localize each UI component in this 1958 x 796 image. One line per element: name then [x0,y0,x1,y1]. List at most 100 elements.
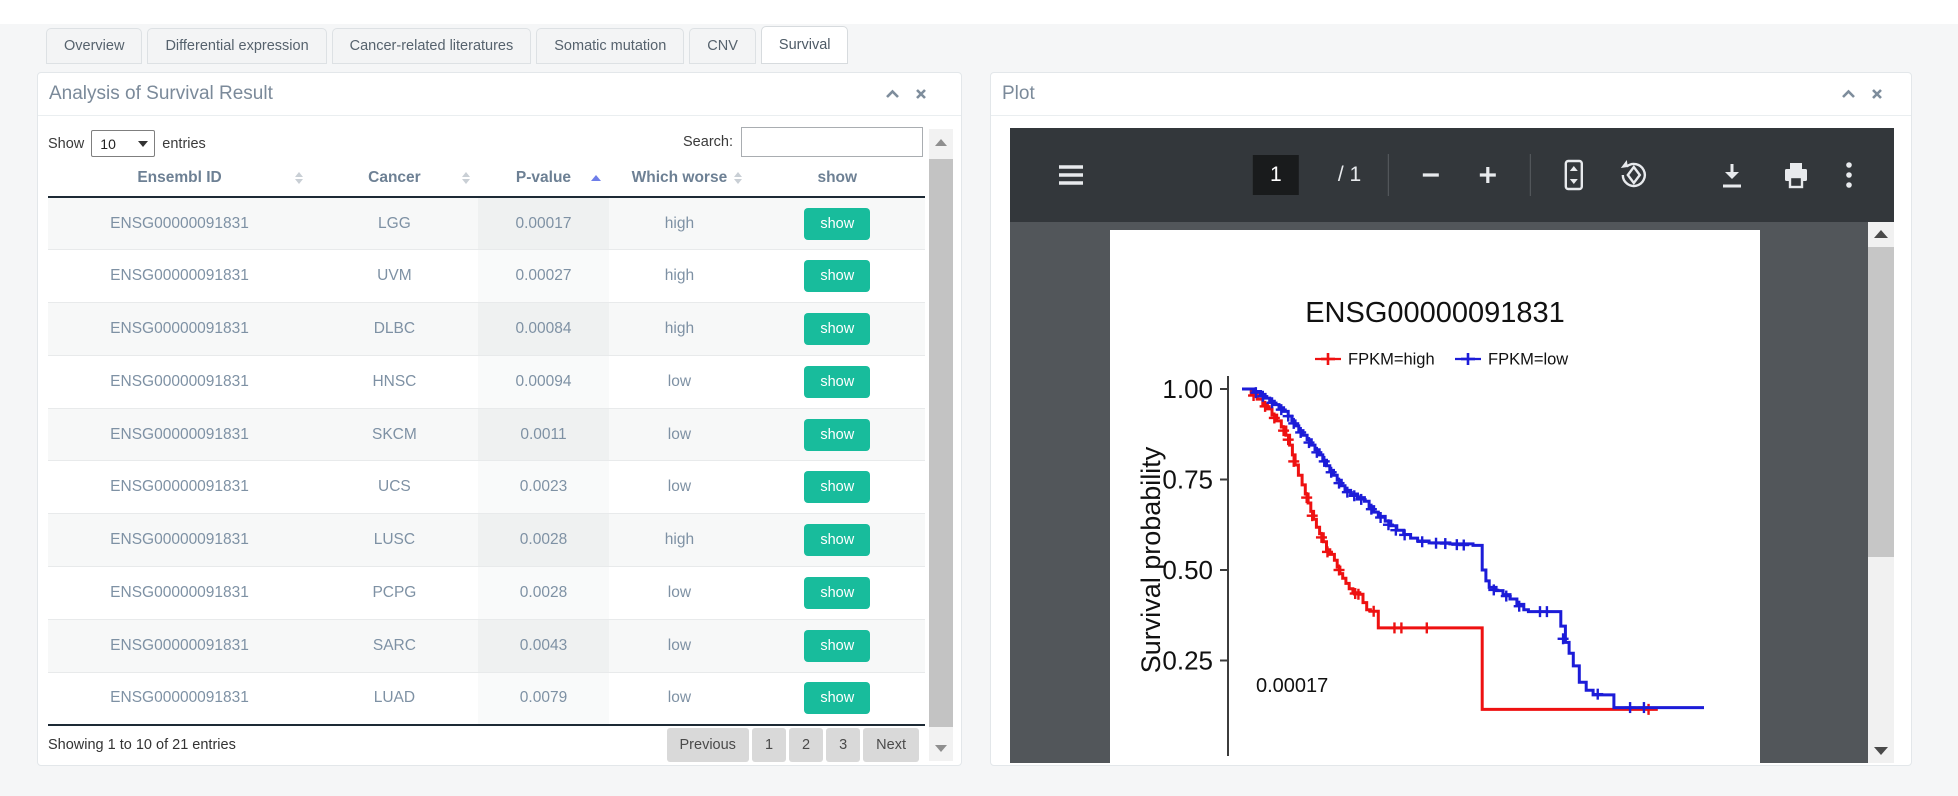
tab-survival[interactable]: Survival [760,26,849,64]
svg-text:0.00017: 0.00017 [1256,675,1328,697]
table-controls: Show 10 entries Search: [48,127,923,159]
results-tbody: ENSG00000091831 LGG 0.00017 high show ENSG000… [48,197,925,726]
pagination-next[interactable]: Next [863,728,919,762]
entries-summary: Showing 1 to 10 of 21 entries [48,737,236,753]
tab-cnv[interactable]: CNV [689,28,756,64]
which-worse-cell: high [609,302,750,356]
sort-icon [461,171,470,184]
svg-text:0.75: 0.75 [1162,465,1213,495]
more-options-icon[interactable] [1844,159,1854,191]
which-worse-cell: low [609,671,750,726]
show-label: Show [48,135,85,152]
which-worse-cell: low [609,354,750,409]
action-cell: show [749,671,925,726]
fit-page-icon[interactable] [1558,158,1590,192]
download-icon[interactable] [1716,159,1748,191]
survival-result-panel: Analysis of Survival Result Show 10 entr… [37,72,962,766]
pagination-2[interactable]: 2 [789,728,824,762]
print-icon[interactable] [1780,159,1812,191]
tab-bar: Overview Differential expression Cancer-re… [46,26,849,64]
show-button[interactable]: show [804,629,871,662]
pdf-scrollbar[interactable] [1868,222,1894,763]
svg-text:Survival probability: Survival probability [1136,446,1166,673]
ensembl-id-cell: ENSG00000091831 [48,302,312,356]
show-button[interactable]: show [804,207,871,240]
action-cell: show [749,460,925,514]
page-number-input[interactable]: 1 [1252,155,1299,195]
p-value-cell: 0.0028 [477,513,610,567]
which-worse-cell: high [609,513,750,567]
ensembl-id-cell: ENSG00000091831 [48,566,312,620]
p-value-cell: 0.0028 [477,566,610,620]
table-row: ENSG00000091831 SKCM 0.0011 low show [48,407,925,461]
scrollbar-thumb[interactable] [1868,247,1894,557]
show-button[interactable]: show [804,576,871,609]
results-table-wrap: Ensembl ID Cancer P-value Which worse show E… [48,159,925,726]
column-header-p-value[interactable]: P-value [477,159,610,198]
page-count-label: / 1 [1337,163,1362,186]
pagination-previous[interactable]: Previous [666,728,749,762]
scroll-up-arrow-icon[interactable] [1868,223,1894,245]
tab-overview[interactable]: Overview [46,28,143,64]
search-label: Search: [683,134,733,150]
scrollbar-thumb[interactable] [929,159,953,727]
which-worse-cell: low [609,566,750,620]
p-value-cell: 0.00017 [477,197,610,250]
which-worse-cell: low [609,618,750,673]
pdf-body: ENSG00000091831 FPKM=high FPKM=low Survival… [1010,222,1894,763]
show-button[interactable]: show [804,524,871,557]
cancer-cell: PCPG [311,566,478,620]
tab-cancer-related-literatures[interactable]: Cancer-related literatures [331,28,532,64]
show-button[interactable]: show [804,418,871,451]
ensembl-id-cell: ENSG00000091831 [48,618,312,673]
table-row: ENSG00000091831 LUSC 0.0028 high show [48,513,925,567]
results-thead: Ensembl ID Cancer P-value Which worse show [48,159,925,198]
table-scrollbar[interactable] [929,129,953,761]
cancer-cell: UCS [311,460,478,514]
menu-icon[interactable] [1054,160,1088,190]
which-worse-cell: low [609,460,750,514]
show-button[interactable]: show [804,312,871,345]
sort-asc-icon [591,174,602,181]
show-button[interactable]: show [804,682,871,715]
column-header-cancer[interactable]: Cancer [311,159,478,198]
table-row: ENSG00000091831 LUAD 0.0079 low show [48,671,925,726]
column-header-show[interactable]: show [749,159,925,198]
column-header-which-worse[interactable]: Which worse [609,159,750,198]
show-button[interactable]: show [804,260,871,293]
entries-label: entries [162,135,206,152]
scroll-down-arrow-icon[interactable] [1868,740,1894,762]
scroll-up-arrow-icon[interactable] [929,131,953,153]
close-icon[interactable] [915,88,927,100]
zoom-in-icon[interactable] [1473,160,1503,190]
page-length-select[interactable]: 10 [91,130,156,157]
p-value-cell: 0.0043 [477,618,610,673]
close-icon[interactable] [1871,88,1883,100]
cancer-cell: HNSC [311,354,478,409]
collapse-icon[interactable] [885,89,900,100]
column-header-ensembl-id[interactable]: Ensembl ID [48,159,312,198]
plot-panel-header: Plot [991,73,1911,116]
pdf-viewer: 1 / 1 [1010,128,1894,763]
ensembl-id-cell: ENSG00000091831 [48,354,312,409]
which-worse-cell: high [664,214,695,232]
rotate-icon[interactable] [1617,158,1651,192]
show-button[interactable]: show [804,471,871,504]
pagination-1[interactable]: 1 [751,728,787,762]
tab-somatic-mutation[interactable]: Somatic mutation [536,28,685,64]
action-cell: show [749,513,925,567]
pagination-3[interactable]: 3 [826,728,861,762]
scroll-down-arrow-icon[interactable] [929,737,953,759]
header-row: Ensembl ID Cancer P-value Which worse show [48,159,925,198]
tab-differential-expression[interactable]: Differential expression [147,28,327,64]
pagination: Previous 1 2 3 Next [666,728,919,762]
collapse-icon[interactable] [1841,89,1856,100]
ensembl-id-cell: ENSG00000091831 [48,671,312,726]
show-button[interactable]: show [804,365,871,398]
zoom-out-icon[interactable] [1416,160,1446,190]
p-value-cell: 0.00027 [477,249,610,303]
ensembl-id-cell: ENSG00000091831 [110,214,249,232]
search-input[interactable] [741,127,923,157]
survival-panel-header: Analysis of Survival Result [38,73,961,116]
action-cell: show [749,302,925,356]
